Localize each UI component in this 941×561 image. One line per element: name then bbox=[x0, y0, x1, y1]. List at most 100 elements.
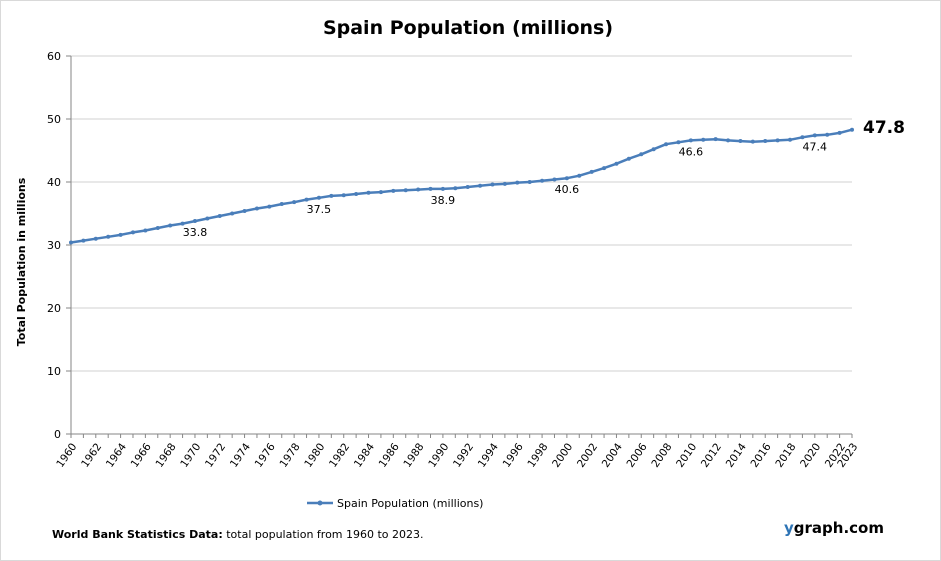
y-tick-label: 20 bbox=[47, 302, 61, 315]
data-point bbox=[825, 132, 830, 137]
data-point bbox=[788, 137, 793, 142]
x-tick-label: 1972 bbox=[203, 441, 228, 470]
data-label: 37.5 bbox=[307, 203, 332, 216]
x-tick-label: 1974 bbox=[228, 441, 253, 470]
x-tick-label: 2016 bbox=[749, 441, 774, 470]
data-point bbox=[341, 193, 346, 198]
data-point bbox=[676, 140, 681, 145]
y-tick-label: 60 bbox=[47, 50, 61, 63]
x-tick-label: 1978 bbox=[277, 441, 302, 470]
data-point bbox=[465, 185, 470, 190]
chart-title: Spain Population (millions) bbox=[323, 17, 613, 39]
data-point bbox=[589, 169, 594, 174]
x-tick-label: 2018 bbox=[773, 441, 798, 470]
y-tick-labels: 0 10 20 30 40 50 60 bbox=[47, 50, 61, 441]
data-point bbox=[626, 156, 631, 161]
data-label: 47.4 bbox=[803, 140, 828, 153]
x-tick-label: 1984 bbox=[352, 441, 377, 470]
legend-label: Spain Population (millions) bbox=[337, 497, 483, 510]
x-tick-label: 2012 bbox=[699, 441, 724, 470]
gridlines bbox=[71, 55, 852, 372]
data-point bbox=[130, 230, 135, 235]
x-tick-label: 2002 bbox=[575, 441, 600, 470]
x-tick-label: 2006 bbox=[625, 441, 650, 470]
data-point bbox=[192, 219, 197, 224]
data-point bbox=[304, 197, 309, 202]
data-point bbox=[812, 133, 817, 138]
x-tick-label: 1968 bbox=[153, 441, 178, 470]
x-tick-label: 1960 bbox=[54, 441, 79, 470]
brand-rest: graph.com bbox=[793, 519, 884, 537]
data-point bbox=[81, 238, 86, 243]
end-value-label: 47.8 bbox=[863, 118, 905, 138]
x-tick-label: 1962 bbox=[79, 441, 104, 470]
legend[interactable]: Spain Population (millions) bbox=[307, 497, 483, 510]
x-tick-label: 1996 bbox=[501, 441, 526, 470]
brand-accent: y bbox=[784, 519, 794, 537]
x-tick-labels: 1960 1962 1964 1966 1968 1970 1972 1974 1976 1978… bbox=[54, 441, 860, 470]
x-tick-label: 1976 bbox=[253, 441, 278, 470]
data-point bbox=[366, 190, 371, 195]
data-point bbox=[292, 200, 297, 205]
x-tick-label: 1980 bbox=[302, 441, 327, 470]
data-point bbox=[564, 176, 569, 181]
x-tick-label: 2020 bbox=[798, 441, 823, 470]
source-label: World Bank Statistics Data: bbox=[52, 528, 223, 541]
x-tick-label: 2014 bbox=[724, 441, 749, 470]
data-point bbox=[329, 193, 334, 198]
data-point bbox=[316, 195, 321, 200]
data-point bbox=[378, 190, 383, 195]
data-point bbox=[69, 240, 73, 245]
x-tick-label: 1998 bbox=[525, 441, 550, 470]
data-point bbox=[143, 228, 148, 233]
data-point bbox=[403, 188, 408, 193]
x-tick-label: 1982 bbox=[327, 441, 352, 470]
x-tick-label: 1988 bbox=[401, 441, 426, 470]
data-point bbox=[775, 138, 780, 143]
x-tick-label: 1970 bbox=[178, 441, 203, 470]
data-point bbox=[639, 152, 644, 157]
data-point bbox=[713, 137, 718, 142]
y-axis-label: Total Population in millions bbox=[15, 177, 28, 346]
data-point bbox=[416, 187, 421, 192]
source-text: total population from 1960 to 2023. bbox=[222, 528, 424, 541]
data-point bbox=[217, 214, 222, 219]
data-point bbox=[428, 186, 433, 191]
data-point bbox=[230, 211, 235, 216]
x-tick-label: 1986 bbox=[377, 441, 402, 470]
y-tick-label: 40 bbox=[47, 176, 61, 189]
data-point bbox=[155, 225, 160, 230]
data-label: 38.9 bbox=[431, 194, 456, 207]
y-tick-label: 50 bbox=[47, 113, 61, 126]
x-tick-label: 2000 bbox=[550, 441, 575, 470]
data-point bbox=[279, 202, 284, 207]
data-point bbox=[552, 177, 557, 182]
data-point bbox=[180, 221, 185, 226]
data-point bbox=[738, 139, 743, 144]
data-point bbox=[515, 180, 520, 185]
data-point bbox=[800, 135, 805, 140]
data-point bbox=[540, 178, 545, 183]
x-tick-label: 2010 bbox=[674, 441, 699, 470]
data-point bbox=[168, 223, 173, 228]
data-label: 46.6 bbox=[679, 145, 704, 158]
data-point bbox=[701, 137, 706, 142]
data-point bbox=[205, 216, 210, 221]
data-point bbox=[490, 182, 495, 187]
data-point bbox=[527, 180, 532, 184]
series-line bbox=[70, 128, 853, 244]
data-point bbox=[118, 232, 123, 237]
data-point bbox=[93, 236, 98, 241]
brand-logo[interactable]: ygraph.com bbox=[784, 519, 884, 537]
y-tick-label: 10 bbox=[47, 365, 61, 378]
data-point bbox=[267, 204, 272, 209]
data-point bbox=[664, 142, 669, 147]
data-point bbox=[440, 186, 445, 191]
data-point bbox=[651, 147, 656, 152]
data-point bbox=[106, 234, 111, 239]
x-tick-label: 2008 bbox=[649, 441, 674, 470]
y-tick-label: 30 bbox=[47, 239, 61, 252]
data-point bbox=[850, 127, 854, 132]
axes bbox=[66, 55, 853, 438]
